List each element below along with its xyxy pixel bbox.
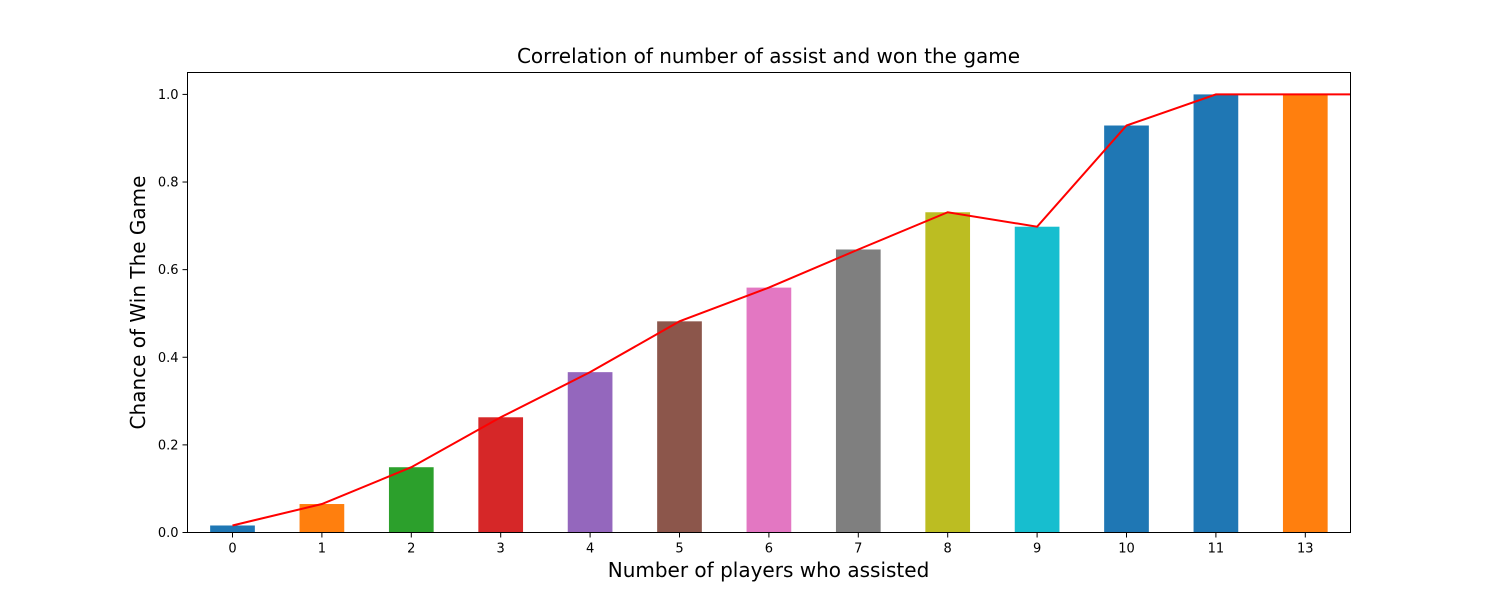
y-tick-label: 0.4 [158,351,179,366]
y-tick-label: 0.0 [158,526,179,541]
bar [478,417,524,533]
x-axis-title: Number of players who assisted [608,558,930,582]
bar [1104,125,1149,533]
chart-title: Correlation of number of assist and won … [517,44,1020,68]
bar [388,467,434,533]
y-tick-label: 1.0 [158,88,179,103]
bar [1282,94,1328,533]
bar [925,212,971,533]
bar [657,321,702,533]
x-tick-label: 7 [854,542,862,557]
trend-line-group [232,93,1351,527]
x-axis-ticks: 0 1 2 3 4 5 6 7 8 9 10 11 13 [228,532,1314,557]
trend-line [232,93,1351,527]
y-axis-ticks: 0.0 0.2 0.4 0.6 0.8 1.0 [158,88,188,541]
y-axis-title: Chance of Win The Game [126,176,150,430]
y-tick-label: 0.8 [158,176,179,191]
x-tick-label: 5 [675,542,683,557]
x-tick-label: 3 [497,542,505,557]
bar-group [210,94,1328,533]
x-tick-label: 0 [228,542,236,557]
x-tick-label: 9 [1033,542,1041,557]
bar [835,249,881,533]
x-tick-label: 11 [1208,542,1225,557]
bar [1193,94,1239,533]
bar [1014,226,1060,533]
bar [567,372,613,533]
y-tick-label: 0.6 [158,263,179,278]
x-tick-label: 1 [318,542,326,557]
x-tick-label: 6 [765,542,773,557]
bar [746,287,792,533]
bar [210,525,255,533]
x-tick-label: 2 [407,542,415,557]
y-tick-label: 0.2 [158,438,179,453]
x-tick-label: 8 [944,542,952,557]
x-tick-label: 13 [1297,542,1314,557]
x-tick-label: 10 [1118,542,1135,557]
x-tick-label: 4 [586,542,594,557]
bar [299,504,345,533]
